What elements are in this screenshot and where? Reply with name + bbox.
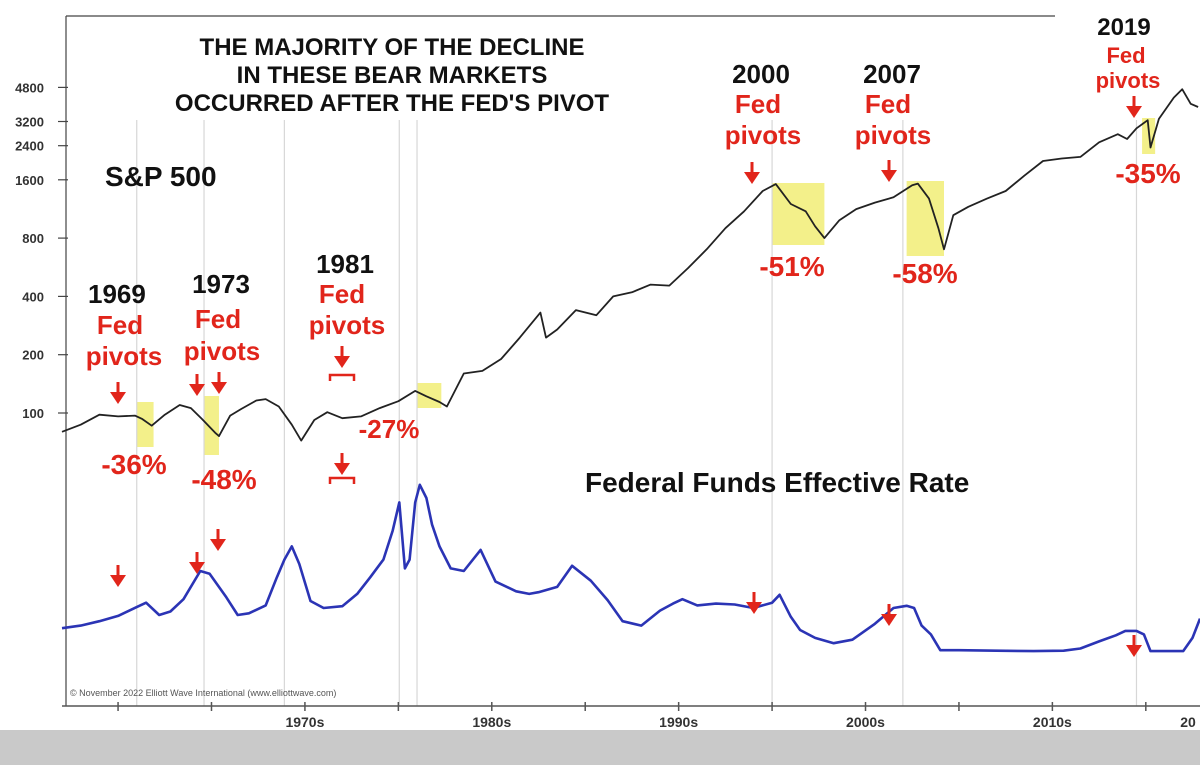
pivot-label-1981-a: Fed	[319, 279, 365, 309]
arrow-ff-1966	[110, 565, 126, 587]
arrow-ff-2007	[881, 604, 897, 626]
highlight-box-2000	[772, 183, 825, 245]
x-axis: 1970s 1980s 1990s 2000s 2010s 20 © November 20…	[62, 688, 1200, 730]
bracket-sp-1981	[328, 373, 356, 381]
pivot-label-1973-b: pivots	[184, 336, 261, 366]
arrow-ff-1973-head	[210, 539, 226, 551]
pivot-label-1969-b: pivots	[86, 341, 163, 371]
decline-1981: -27%	[359, 414, 420, 444]
highlight-box-1981	[417, 383, 442, 408]
arrow-sp-1981	[334, 346, 350, 368]
arrow-sp-2007	[881, 160, 897, 182]
y-tick-label-2400: 2400	[15, 139, 44, 154]
y-tick-label-1600: 1600	[15, 173, 44, 188]
x-tick-label-1990s: 1990s	[659, 714, 698, 730]
pivot-label-1981-b: pivots	[309, 310, 386, 340]
pivot-label-2019-a: Fed	[1106, 43, 1145, 68]
pivot-year-2007: 2007	[863, 59, 921, 89]
arrow-ff-1969	[189, 552, 205, 574]
y-tick-label-100: 100	[22, 406, 44, 421]
series-layer	[61, 88, 1200, 653]
sp500-line	[61, 88, 1199, 442]
y-tick-label-800: 800	[22, 231, 44, 246]
bracket-ff-1980	[328, 476, 356, 484]
chart-title-line-3: OCCURRED AFTER THE FED'S PIVOT	[175, 90, 610, 117]
pivot-label-2000-a: Fed	[735, 89, 781, 119]
pivot-year-2019: 2019	[1097, 14, 1150, 41]
arrow-sp-2007-head	[881, 170, 897, 182]
x-tick-label-2010s: 2010s	[1033, 714, 1072, 730]
x-tick-label-1980s: 1980s	[472, 714, 511, 730]
decline-2019: -35%	[1115, 158, 1180, 189]
bottom-frame	[0, 730, 1200, 760]
y-tick-label-400: 400	[22, 289, 44, 304]
pivot-year-1973: 1973	[192, 269, 250, 299]
decline-2000: -51%	[759, 251, 824, 282]
fedfunds-title: Federal Funds Effective Rate	[585, 467, 969, 498]
arrow-sp-2000	[744, 162, 760, 184]
pivot-label-2019-b: pivots	[1096, 68, 1161, 93]
arrow-sp-1969-head	[110, 392, 126, 404]
fedfunds-line	[61, 483, 1200, 653]
arrow-sp-1969	[110, 382, 126, 404]
pivot-year-2000: 2000	[732, 59, 790, 89]
arrow-ff-2000-head	[746, 602, 762, 614]
highlight-box-1973	[204, 396, 219, 455]
arrow-ff-2019	[1126, 635, 1142, 657]
y-tick-label-3200: 3200	[15, 115, 44, 130]
arrow-ff-1966-head	[110, 575, 126, 587]
y-axis-sp500: 100 200 400 800 1600 2400 3200 4800	[15, 15, 1055, 706]
pivot-year-1981: 1981	[316, 249, 374, 279]
pivot-arrow-layer	[110, 96, 1142, 657]
arrow-ff-1973	[210, 529, 226, 551]
pivot-label-1969-a: Fed	[97, 310, 143, 340]
arrow-sp-2019	[1126, 96, 1142, 118]
credit-text: © November 2022 Elliott Wave Internation…	[70, 688, 336, 698]
x-tick-label-20: 20	[1180, 714, 1196, 730]
x-tick-label-1970s: 1970s	[285, 714, 324, 730]
arrow-sp-1973a-head	[189, 384, 205, 396]
y-tick-label-4800: 4800	[15, 80, 44, 95]
decline-2007: -58%	[892, 258, 957, 289]
decline-1973: -48%	[191, 464, 256, 495]
pivot-label-2007-a: Fed	[865, 89, 911, 119]
pivot-year-1969: 1969	[88, 279, 146, 309]
arrow-ff-2000	[746, 592, 762, 614]
chart-title-line-2: IN THESE BEAR MARKETS	[237, 62, 548, 89]
highlight-box-1969	[136, 402, 154, 447]
arrow-sp-1973b-head	[211, 382, 227, 394]
arrow-sp-1973b	[211, 372, 227, 394]
arrow-ff-2007-head	[881, 614, 897, 626]
pivot-label-2007-b: pivots	[855, 120, 932, 150]
arrow-sp-1973a	[189, 374, 205, 396]
arrow-sp-1981-head	[334, 356, 350, 368]
arrow-ff-1980-head	[334, 463, 350, 475]
arrow-ff-1980	[334, 453, 350, 475]
pivot-vertical-lines	[136, 120, 1138, 706]
chart-background	[0, 0, 1200, 730]
pivot-label-1973-a: Fed	[195, 304, 241, 334]
x-tick-label-2000s: 2000s	[846, 714, 885, 730]
pivot-label-2000-b: pivots	[725, 120, 802, 150]
chart-title-line-1: THE MAJORITY OF THE DECLINE	[200, 34, 585, 61]
arrow-ff-1969-head	[189, 562, 205, 574]
sp500-label: S&P 500	[105, 161, 217, 192]
decline-1969: -36%	[101, 449, 166, 480]
arrow-sp-2019-head	[1126, 106, 1142, 118]
y-tick-label-200: 200	[22, 348, 44, 363]
arrow-ff-2019-head	[1126, 645, 1142, 657]
arrow-sp-2000-head	[744, 172, 760, 184]
